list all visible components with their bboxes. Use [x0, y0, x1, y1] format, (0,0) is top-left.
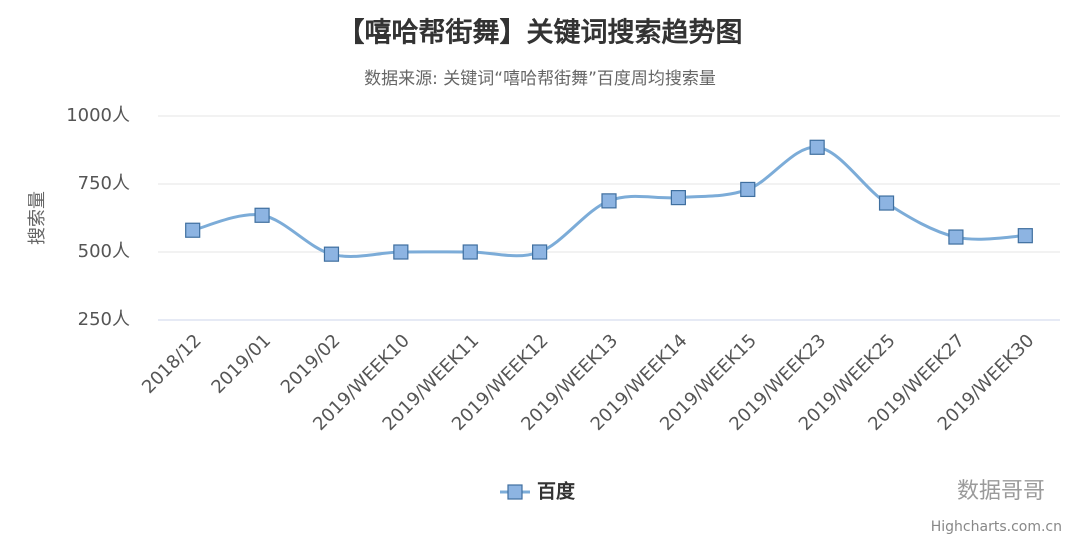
point-marker [393, 244, 409, 260]
point-marker [532, 244, 548, 260]
chart-title: 【嘻哈帮街舞】关键词搜索趋势图 [338, 17, 743, 49]
y-tick-label: 1000人 [66, 105, 130, 126]
point-marker [323, 246, 340, 262]
point-marker [878, 195, 895, 211]
y-tick-label: 500人 [78, 241, 130, 262]
point-marker [809, 139, 825, 155]
point-marker [740, 181, 756, 198]
point-marker [462, 244, 478, 260]
legend-label: 百度 [537, 480, 576, 503]
y-tick-label: 250人 [78, 309, 130, 330]
point-marker [254, 207, 270, 223]
legend-marker [507, 484, 523, 500]
point-marker [1017, 228, 1033, 244]
y-axis-title: 搜索量 [27, 191, 48, 245]
x-tick-label: 2018/12 [138, 330, 206, 398]
x-tick-label: 2019/01 [207, 330, 275, 398]
point-marker [670, 190, 686, 206]
point-marker [185, 222, 201, 238]
point-marker [948, 229, 964, 245]
y-tick-label: 750人 [78, 173, 130, 194]
watermark: 数据哥哥 [957, 479, 1045, 504]
point-marker [601, 193, 617, 209]
chart-subtitle: 数据来源: 关键词“嘻哈帮街舞”百度周均搜索量 [364, 69, 716, 89]
credits: Highcharts.com.cn [931, 519, 1062, 535]
x-tick-label: 2019/02 [277, 330, 345, 398]
